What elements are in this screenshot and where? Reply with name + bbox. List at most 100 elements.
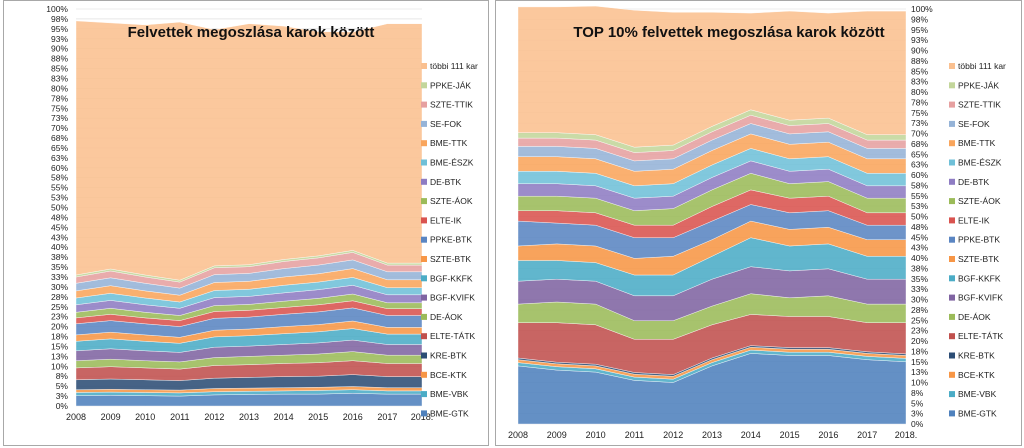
legend: többi 111 kar PPKE-JÁK SZTE-TTIK SE-FOK BME-… [421, 61, 478, 418]
y-tick-label: 63% [51, 153, 68, 163]
chart-title: TOP 10% felvettek megoszlása karok közöt… [573, 24, 884, 41]
y-tick-label: 88% [51, 54, 68, 64]
x-tick-label: 2012 [663, 430, 683, 440]
y-tick-label: 100% [46, 4, 68, 14]
legend-swatch [421, 391, 427, 398]
y-tick-label: 5% [56, 381, 69, 391]
y-tick-label: 33% [51, 272, 68, 282]
y-tick-label: 5% [911, 398, 924, 408]
legend-swatch [421, 333, 427, 340]
y-tick-label: 18% [51, 332, 68, 342]
y-tick-label: 35% [51, 262, 68, 272]
y-tick-label: 73% [911, 118, 928, 128]
legend-label: BME-GTK [430, 408, 469, 418]
y-tick-label: 38% [51, 252, 68, 262]
y-tick-label: 23% [911, 326, 928, 336]
y-tick-label: 53% [51, 193, 68, 203]
series-area-18 [75, 20, 423, 281]
y-tick-label: 70% [51, 123, 68, 133]
legend-label: BGF-KKFK [958, 273, 1001, 283]
legend-swatch [949, 256, 955, 262]
legend-label: DE-ÁOK [958, 312, 991, 322]
y-tick-label: 68% [51, 133, 68, 143]
legend-label: KRE-BTK [430, 351, 467, 361]
legend-label: ELTE-IK [430, 215, 462, 225]
legend-swatch [949, 120, 955, 127]
y-tick-label: 40% [51, 242, 68, 252]
y-tick-label: 3% [56, 391, 69, 401]
y-tick-label: 53% [911, 201, 928, 211]
y-tick-label: 8% [56, 371, 69, 381]
legend: többi 111 kar PPKE-JÁK SZTE-TTIK SE-FOK BME-… [949, 61, 1006, 418]
legend-label: ELTE-TÁTK [958, 331, 1004, 341]
areas [75, 20, 423, 407]
legend-label: PPKE-JÁK [430, 80, 471, 90]
legend-swatch [949, 294, 955, 301]
legend-label: SE-FOK [430, 119, 462, 129]
y-tick-label: 40% [911, 253, 928, 263]
legend-swatch [421, 313, 427, 320]
x-tick-label: 2016 [818, 430, 838, 440]
chart-panel-left: 0% 3% 5% 8% 10% 13% 15% 18% 20% 23% 25% 28% 30% 33% 35… [3, 0, 489, 446]
legend-swatch [949, 198, 955, 205]
legend-label: SE-FOK [958, 119, 990, 129]
x-tick-label: 2018. [895, 430, 918, 440]
y-tick-label: 45% [51, 222, 68, 232]
x-tick-label: 2013 [239, 412, 259, 422]
legend-swatch [949, 352, 955, 359]
y-tick-label: 0% [56, 401, 69, 411]
legend-swatch [949, 159, 955, 166]
y-tick-label: 88% [911, 56, 928, 66]
legend-swatch [421, 410, 427, 417]
x-tick-label: 2014 [741, 430, 761, 440]
legend-swatch [421, 159, 427, 166]
legend-label: PPKE-JÁK [958, 80, 999, 90]
legend-label: BCE-KTK [958, 370, 995, 380]
y-tick-label: 85% [51, 64, 68, 74]
legend-swatch [421, 120, 427, 127]
x-tick-label: 2017 [857, 430, 877, 440]
legend-label: BGF-KVIFK [430, 293, 475, 303]
y-tick-label: 30% [51, 282, 68, 292]
legend-label: PPKE-BTK [958, 235, 1000, 245]
y-tick-label: 98% [911, 14, 928, 24]
legend-label: többi 111 kar [430, 61, 478, 71]
y-tick-label: 28% [51, 292, 68, 302]
x-tick-label: 2008 [508, 430, 528, 440]
legend-swatch [421, 101, 427, 108]
legend-swatch [949, 275, 955, 282]
y-tick-label: 20% [51, 322, 68, 332]
y-tick-label: 15% [911, 357, 928, 367]
y-tick-label: 73% [51, 113, 68, 123]
y-tick-label: 90% [911, 46, 928, 56]
x-tick-label: 2010 [135, 412, 155, 422]
areas [517, 5, 907, 425]
y-tick-label: 20% [911, 336, 928, 346]
y-tick-label: 75% [51, 103, 68, 113]
series-area-18 [517, 5, 907, 148]
y-tick-label: 50% [51, 203, 68, 213]
legend-label: SZTE-BTK [430, 254, 471, 264]
y-tick-label: 33% [911, 284, 928, 294]
y-tick-label: 65% [911, 149, 928, 159]
y-tick-label: 95% [51, 24, 68, 34]
legend-swatch [949, 236, 955, 243]
legend-swatch [421, 140, 427, 147]
legend-label: KRE-BTK [958, 351, 995, 361]
x-tick-label: 2009 [101, 412, 121, 422]
legend-label: SZTE-TTIK [430, 100, 473, 110]
chart-panel-right: 0% 3% 5% 8% 10% 13% 15% 18% 20% 23% 25% 28% 30% 33% 35… [495, 0, 1022, 446]
y-tick-label: 50% [911, 212, 928, 222]
y-tick-label: 30% [911, 295, 928, 305]
legend-label: ELTE-IK [958, 215, 990, 225]
y-tick-label: 98% [51, 14, 68, 24]
y-tick-label: 80% [51, 83, 68, 93]
y-tick-label: 48% [51, 212, 68, 222]
x-tick-label: 2014 [274, 412, 294, 422]
legend-swatch [949, 82, 955, 89]
legend-swatch [421, 352, 427, 359]
y-tick-label: 43% [51, 232, 68, 242]
y-tick-label: 90% [51, 44, 68, 54]
y-tick-label: 63% [911, 160, 928, 170]
legend-label: BME-TTK [958, 138, 996, 148]
